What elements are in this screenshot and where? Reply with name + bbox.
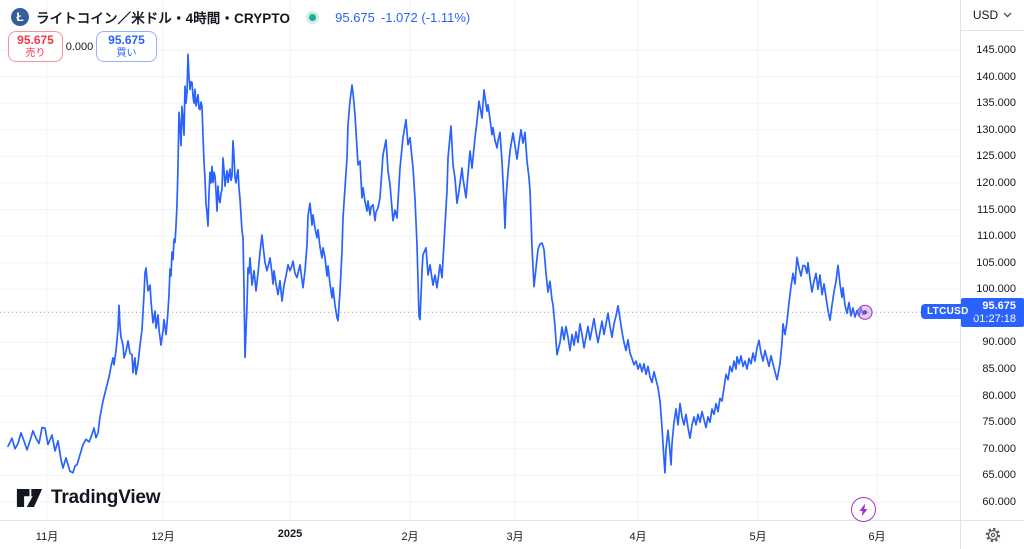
price-tick-label: 125.000 xyxy=(976,150,1016,163)
price-tick-label: 85.000 xyxy=(982,363,1016,376)
legend-price-change: -1.072 (-1.11%) xyxy=(380,9,471,25)
price-tick-label: 70.000 xyxy=(982,442,1016,455)
price-tick-label: 105.000 xyxy=(976,256,1016,269)
symbol-title[interactable]: ライトコイン／米ドル・4時間・CRYPTO xyxy=(36,11,291,26)
price-tick-label: 140.000 xyxy=(976,70,1016,83)
price-line-chart xyxy=(0,0,960,520)
time-tick-label: 5月 xyxy=(749,531,767,543)
market-open-dot-icon xyxy=(309,13,317,21)
tradingview-logo-mark xyxy=(16,489,43,507)
chevron-down-icon xyxy=(1003,12,1012,18)
order-panel: 95.675 売り 0.000 95.675 買い xyxy=(8,31,157,62)
chart-legend: Ł ライトコイン／米ドル・4時間・CRYPTO 95.675 -1.072 (-… xyxy=(11,6,470,28)
buy-label: 買い xyxy=(116,47,137,59)
buy-button[interactable]: 95.675 買い xyxy=(96,31,157,62)
lightning-button[interactable] xyxy=(851,497,876,522)
tradingview-logo-text: TradingView xyxy=(51,487,161,508)
time-axis[interactable]: 11月 12月 2025 2月 3月 4月 5月 6月 xyxy=(0,520,1024,549)
axis-settings-corner xyxy=(960,521,1024,549)
price-tick-label: 100.000 xyxy=(976,283,1016,296)
current-price-value: 95.675 xyxy=(982,300,1016,313)
lightning-icon xyxy=(859,503,868,516)
bar-countdown: 01:27:18 xyxy=(973,312,1016,325)
price-line xyxy=(7,53,866,474)
time-tick-label: 3月 xyxy=(506,531,524,543)
time-tick-label: 4月 xyxy=(629,531,647,543)
price-chart-canvas[interactable] xyxy=(0,0,960,520)
buy-price: 95.675 xyxy=(108,33,145,48)
time-tick-label: 12月 xyxy=(151,531,175,543)
price-tick-label: 90.000 xyxy=(982,336,1016,349)
price-axis[interactable]: USD 145.000 140.000 135.000 130.000 125.000 1… xyxy=(960,0,1024,520)
price-tick-label: 115.000 xyxy=(977,203,1016,216)
tradingview-logo[interactable]: TradingView xyxy=(16,484,161,512)
price-tick-label: 110.000 xyxy=(977,230,1016,243)
price-tick-label: 60.000 xyxy=(982,496,1016,509)
legend-last-price: 95.675 xyxy=(335,9,375,25)
spread-value: 0.000 xyxy=(65,40,94,53)
litecoin-icon: Ł xyxy=(11,8,29,26)
price-tick-label: 80.000 xyxy=(982,389,1016,402)
price-tick-label: 120.000 xyxy=(976,176,1016,189)
sell-button[interactable]: 95.675 売り xyxy=(8,31,63,62)
currency-label: USD xyxy=(972,8,999,22)
time-tick-label: 11月 xyxy=(35,531,59,543)
currency-dropdown[interactable]: USD xyxy=(961,0,1024,31)
time-tick-label: 2月 xyxy=(401,531,419,543)
litecoin-icon-letter: Ł xyxy=(16,10,24,24)
gear-icon[interactable] xyxy=(985,527,1001,543)
last-price-marker-dot xyxy=(862,310,868,315)
sell-label: 売り xyxy=(25,47,46,59)
sell-price: 95.675 xyxy=(17,33,54,48)
price-tick-label: 130.000 xyxy=(976,123,1016,136)
time-tick-label: 6月 xyxy=(868,531,886,543)
price-tick-label: 135.000 xyxy=(976,97,1016,110)
price-tick-label: 75.000 xyxy=(982,416,1016,429)
price-tick-label: 145.000 xyxy=(976,44,1016,56)
price-change-group: 95.675 -1.072 (-1.11%) xyxy=(335,10,470,25)
symbol-price-badge: LTCUSD xyxy=(921,304,975,320)
price-tick-label: 65.000 xyxy=(982,469,1016,482)
time-tick-label: 2025 xyxy=(277,528,303,540)
